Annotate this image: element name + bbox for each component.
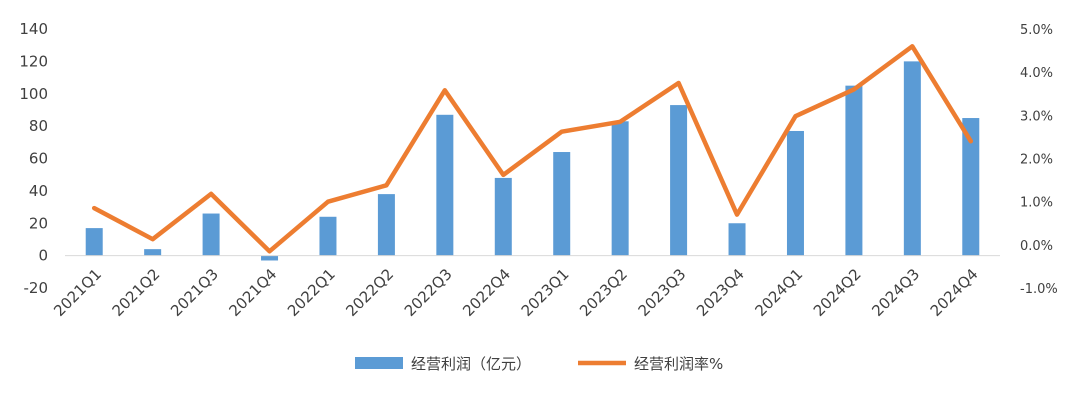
y-left-tick-label: 140 (19, 20, 48, 38)
y-left-tick-label: 0 (38, 247, 48, 265)
bar-2024Q1 (786, 130, 804, 256)
x-tick-label: 2022Q2 (342, 265, 397, 320)
y-left-tick-label: 40 (29, 182, 48, 200)
bar-2021Q3 (202, 213, 220, 256)
legend-swatch-bar (355, 357, 403, 369)
y-right-tick-label: 3.0% (1020, 109, 1053, 124)
bar-2021Q1 (85, 228, 103, 256)
x-tick-label: 2023Q1 (518, 265, 573, 320)
bar-2023Q3 (670, 105, 688, 256)
x-tick-label: 2023Q3 (635, 265, 690, 320)
y-left-tick-label: 60 (29, 150, 48, 168)
bar-2024Q3 (903, 61, 921, 256)
bar-2024Q4 (962, 118, 980, 256)
x-tick-label: 2022Q1 (284, 265, 339, 320)
y-right-tick-label: -1.0% (1020, 282, 1058, 297)
bar-2021Q2 (144, 249, 162, 256)
x-tick-label: 2024Q1 (751, 265, 806, 320)
bar-2024Q2 (845, 85, 863, 256)
bar-2023Q4 (728, 223, 746, 256)
x-tick-label: 2023Q4 (693, 265, 748, 320)
bar-2023Q2 (611, 121, 629, 256)
x-tick-label: 2022Q4 (459, 265, 514, 320)
y-right-tick-label: 0.0% (1020, 239, 1053, 254)
y-right-tick-label: 5.0% (1020, 23, 1053, 38)
legend-label-margin: 经营利润率% (634, 355, 723, 373)
bar-2022Q4 (494, 177, 512, 256)
bar-2022Q2 (377, 194, 395, 256)
x-tick-label: 2021Q2 (109, 265, 164, 320)
line-series-margin (91, 44, 974, 254)
y-right-tick-label: 4.0% (1020, 66, 1053, 81)
y-left-tick-label: 80 (29, 117, 48, 135)
y-right-tick-label: 1.0% (1020, 196, 1053, 211)
x-tick-label: 2024Q4 (927, 265, 982, 320)
x-tick-label: 2022Q3 (401, 265, 456, 320)
x-tick-label: 2024Q2 (810, 265, 865, 320)
bar-2022Q3 (436, 114, 454, 256)
legend-label-profit: 经营利润（亿元） (411, 355, 531, 373)
bar-2023Q1 (553, 152, 571, 256)
y-left-tick-label: 100 (19, 85, 48, 103)
y-left-tick-label: -20 (24, 279, 49, 297)
y-left-tick-label: 20 (29, 214, 48, 232)
bar-2022Q1 (319, 216, 337, 256)
bar-2021Q4 (261, 255, 279, 261)
y-right-tick-label: 2.0% (1020, 153, 1053, 168)
x-tick-label: 2023Q2 (576, 265, 631, 320)
y-left-tick-label: 120 (19, 52, 48, 70)
x-tick-label: 2024Q3 (868, 265, 923, 320)
x-tick-label: 2021Q4 (226, 265, 281, 320)
x-tick-label: 2021Q3 (167, 265, 222, 320)
x-tick-label: 2021Q1 (50, 265, 105, 320)
